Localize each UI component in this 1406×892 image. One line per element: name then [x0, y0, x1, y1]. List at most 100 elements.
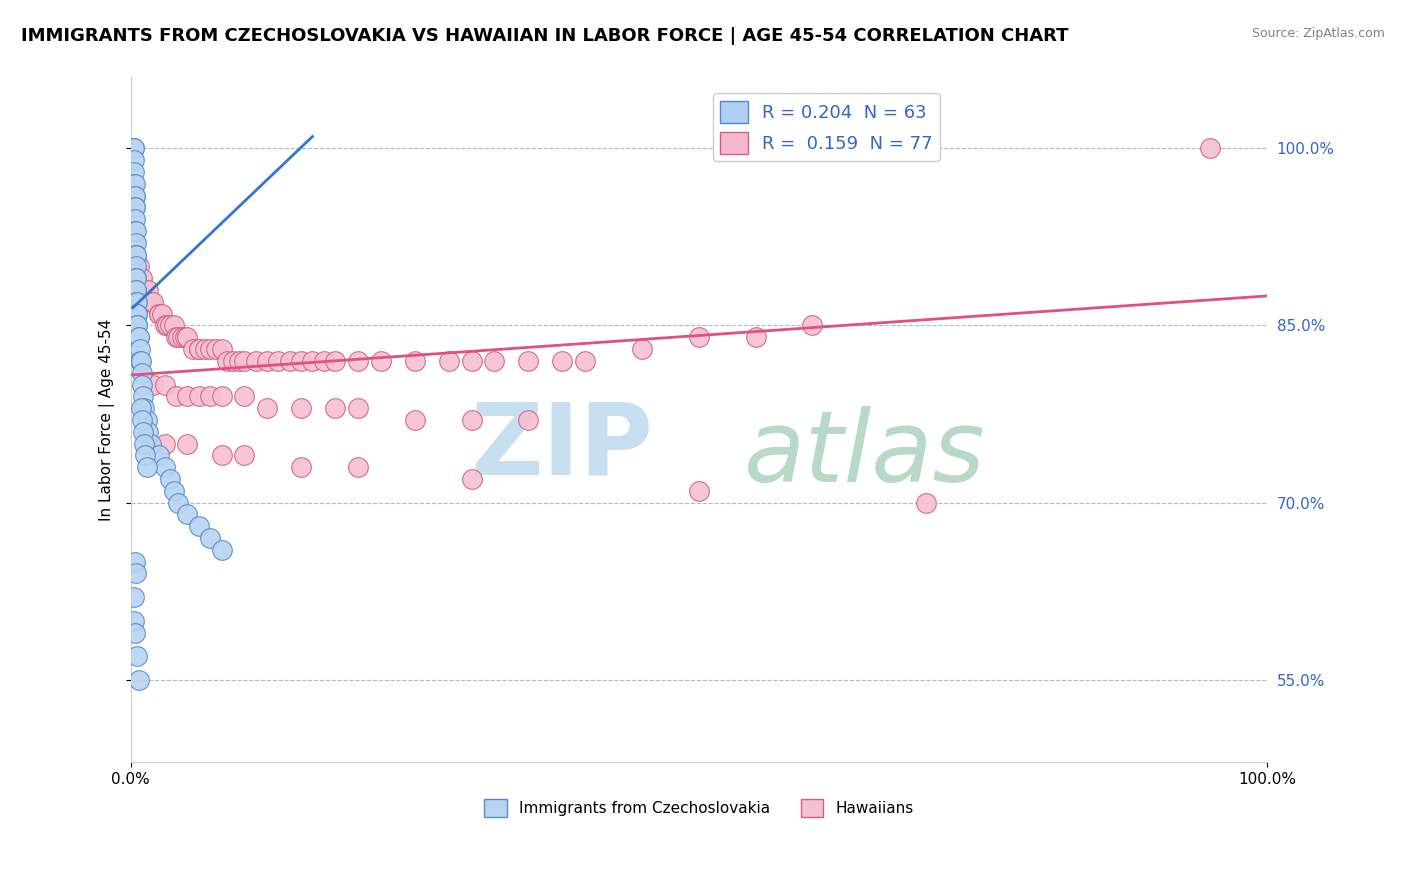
- Point: [222, 354, 245, 368]
- Point: [159, 318, 181, 333]
- Point: [165, 330, 187, 344]
- Point: [125, 294, 148, 309]
- Point: [124, 200, 146, 214]
- Point: [187, 342, 209, 356]
- Point: [167, 330, 190, 344]
- Point: [460, 413, 482, 427]
- Point: [211, 389, 233, 403]
- Point: [290, 460, 312, 475]
- Point: [136, 283, 159, 297]
- Text: IMMIGRANTS FROM CZECHOSLOVAKIA VS HAWAIIAN IN LABOR FORCE | AGE 45-54 CORRELATIO: IMMIGRANTS FROM CZECHOSLOVAKIA VS HAWAII…: [21, 27, 1069, 45]
- Point: [124, 555, 146, 569]
- Point: [153, 436, 176, 450]
- Point: [404, 413, 426, 427]
- Point: [128, 260, 150, 274]
- Point: [801, 318, 824, 333]
- Point: [217, 354, 239, 368]
- Point: [312, 354, 335, 368]
- Point: [159, 472, 181, 486]
- Text: ZIP: ZIP: [471, 399, 654, 496]
- Point: [128, 673, 150, 687]
- Point: [193, 342, 215, 356]
- Point: [125, 260, 148, 274]
- Point: [148, 307, 170, 321]
- Point: [290, 401, 312, 416]
- Point: [323, 354, 346, 368]
- Point: [131, 366, 153, 380]
- Point: [347, 401, 370, 416]
- Point: [153, 318, 176, 333]
- Point: [370, 354, 392, 368]
- Point: [278, 354, 301, 368]
- Point: [176, 436, 198, 450]
- Point: [132, 425, 155, 439]
- Point: [187, 342, 209, 356]
- Point: [125, 566, 148, 581]
- Point: [170, 330, 193, 344]
- Point: [460, 354, 482, 368]
- Point: [131, 271, 153, 285]
- Point: [187, 519, 209, 533]
- Point: [124, 212, 146, 227]
- Point: [129, 401, 152, 416]
- Point: [127, 307, 149, 321]
- Point: [460, 472, 482, 486]
- Point: [131, 377, 153, 392]
- Point: [148, 307, 170, 321]
- Point: [125, 247, 148, 261]
- Point: [122, 141, 145, 155]
- Point: [135, 413, 157, 427]
- Point: [132, 389, 155, 403]
- Point: [134, 401, 156, 416]
- Point: [290, 354, 312, 368]
- Point: [176, 508, 198, 522]
- Point: [176, 389, 198, 403]
- Point: [122, 590, 145, 604]
- Point: [1199, 141, 1222, 155]
- Point: [688, 483, 710, 498]
- Point: [176, 330, 198, 344]
- Point: [323, 401, 346, 416]
- Point: [127, 307, 149, 321]
- Point: [122, 141, 145, 155]
- Point: [153, 460, 176, 475]
- Point: [142, 294, 165, 309]
- Y-axis label: In Labor Force | Age 45-54: In Labor Force | Age 45-54: [100, 318, 115, 521]
- Point: [128, 342, 150, 356]
- Point: [228, 354, 250, 368]
- Point: [174, 330, 197, 344]
- Point: [404, 354, 426, 368]
- Point: [128, 330, 150, 344]
- Point: [125, 260, 148, 274]
- Point: [187, 389, 209, 403]
- Point: [256, 401, 278, 416]
- Point: [124, 188, 146, 202]
- Point: [124, 625, 146, 640]
- Point: [134, 449, 156, 463]
- Point: [125, 235, 148, 250]
- Point: [152, 307, 174, 321]
- Legend: Immigrants from Czechoslovakia, Hawaiians: Immigrants from Czechoslovakia, Hawaiian…: [478, 792, 920, 823]
- Point: [125, 283, 148, 297]
- Point: [122, 153, 145, 167]
- Point: [127, 294, 149, 309]
- Point: [347, 460, 370, 475]
- Point: [156, 318, 179, 333]
- Point: [136, 425, 159, 439]
- Point: [142, 377, 165, 392]
- Point: [198, 342, 221, 356]
- Point: [125, 247, 148, 261]
- Point: [129, 354, 152, 368]
- Point: [153, 377, 176, 392]
- Point: [233, 449, 256, 463]
- Point: [301, 354, 323, 368]
- Point: [198, 531, 221, 545]
- Point: [125, 224, 148, 238]
- Point: [347, 354, 370, 368]
- Point: [127, 649, 149, 664]
- Point: [256, 354, 278, 368]
- Point: [163, 483, 186, 498]
- Point: [267, 354, 290, 368]
- Point: [135, 460, 157, 475]
- Point: [205, 342, 228, 356]
